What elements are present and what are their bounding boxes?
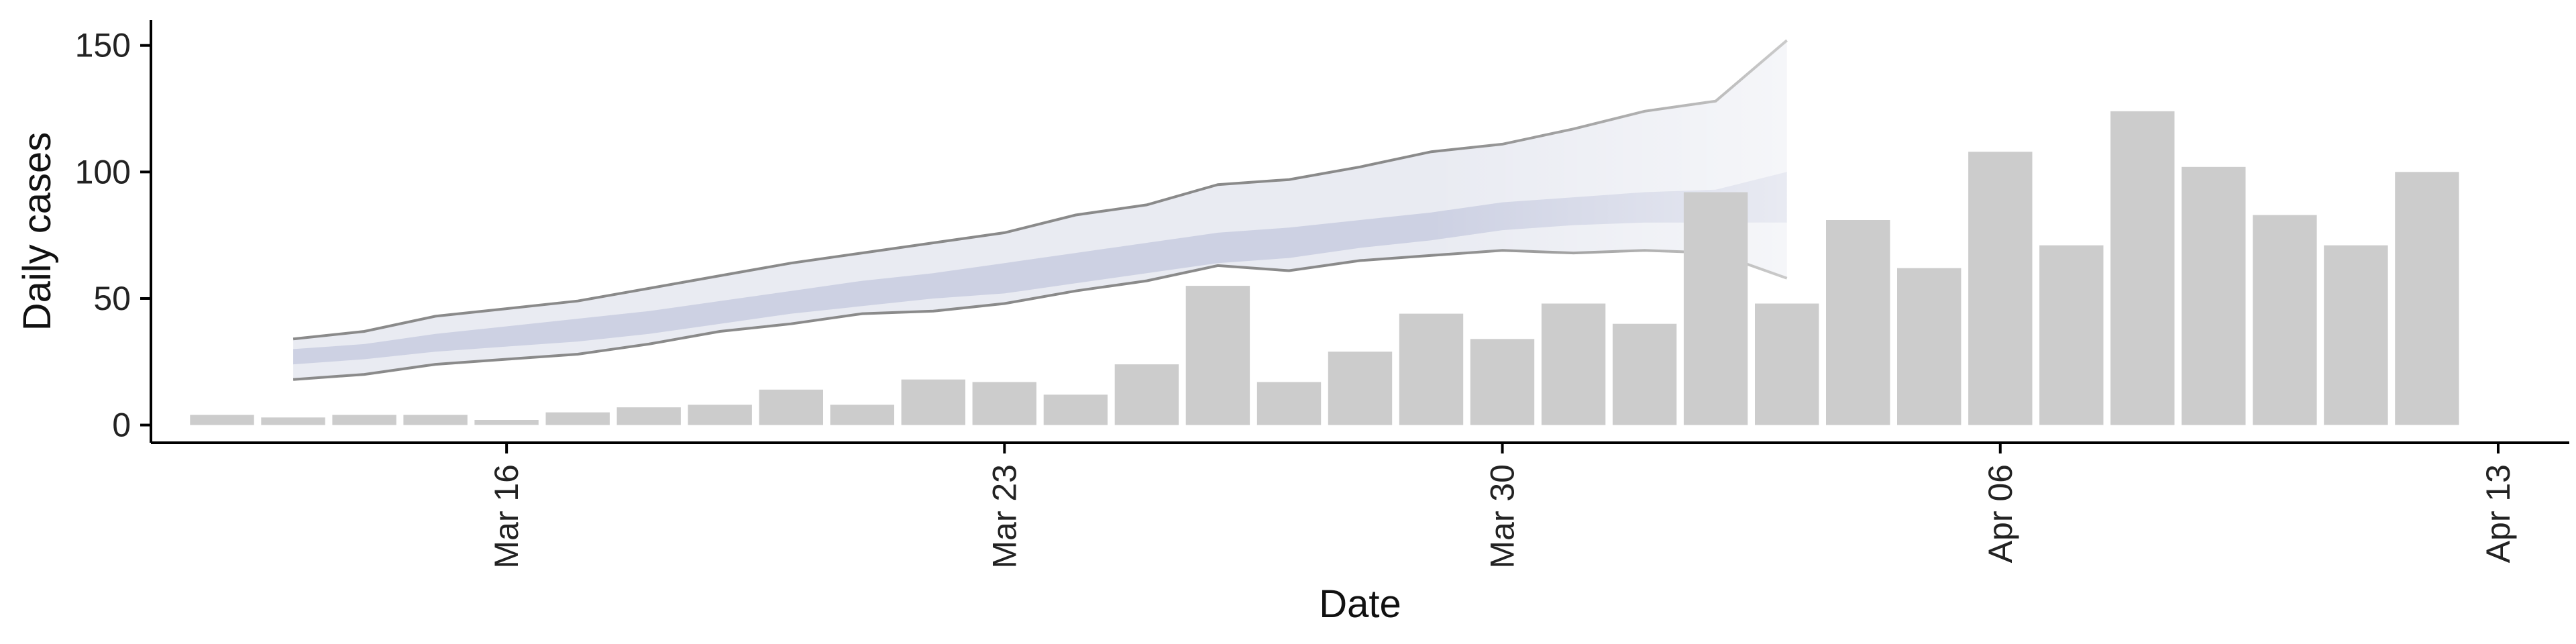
bar-2020-03-15 (403, 415, 468, 425)
x-tick-label-2020-03-16: Mar 16 (488, 464, 525, 569)
forecast-band-50 (293, 172, 1787, 365)
bar-2020-04-03 (1755, 303, 1819, 425)
x-tick-label-2020-04-13: Apr 13 (2479, 464, 2517, 563)
y-tick-label-50: 50 (93, 280, 131, 317)
x-tick-label-2020-03-30: Mar 30 (1484, 464, 1521, 569)
x-tick-label-2020-04-06: Apr 06 (1982, 464, 2019, 563)
bar-2020-04-08 (2110, 111, 2175, 425)
bar-2020-03-25 (1114, 364, 1179, 425)
axis-labels: Date Daily cases (15, 132, 1401, 626)
bar-2020-03-18 (616, 407, 681, 425)
bar-2020-03-28 (1328, 352, 1393, 425)
bar-2020-03-24 (1043, 394, 1108, 425)
y-axis-title: Daily cases (15, 132, 59, 331)
bar-2020-03-30 (1470, 339, 1535, 425)
x-tick-label-2020-03-23: Mar 23 (985, 464, 1023, 569)
bar-2020-04-11 (2324, 245, 2388, 425)
bar-2020-03-19 (688, 405, 752, 425)
bar-2020-04-12 (2395, 172, 2459, 425)
y-tick-label-150: 150 (75, 27, 131, 64)
bar-2020-03-22 (901, 379, 965, 425)
bar-2020-04-02 (1683, 192, 1748, 425)
bar-2020-03-31 (1541, 303, 1606, 425)
bar-2020-03-14 (332, 415, 396, 425)
bar-2020-03-20 (759, 389, 823, 425)
bar-2020-04-06 (1968, 152, 2033, 425)
bar-2020-03-21 (830, 405, 894, 425)
x-axis-title: Date (1319, 582, 1401, 626)
bar-2020-03-16 (474, 420, 539, 425)
bar-2020-03-27 (1256, 382, 1322, 425)
bar-2020-04-05 (1897, 268, 1962, 425)
bar-2020-04-09 (2182, 166, 2246, 425)
forecast-band-90 (293, 40, 1787, 380)
bar-2020-04-10 (2253, 215, 2317, 425)
bar-2020-04-07 (2039, 245, 2104, 425)
bar-2020-03-29 (1399, 313, 1464, 425)
y-tick-label-0: 0 (112, 407, 131, 444)
bar-2020-04-01 (1612, 323, 1677, 425)
bar-2020-03-12 (190, 415, 254, 425)
bar-2020-03-17 (545, 412, 610, 425)
y-tick-label-100: 100 (75, 153, 131, 191)
daily-case-bars (190, 111, 2459, 425)
bar-2020-03-23 (972, 382, 1036, 425)
bar-2020-04-04 (1826, 220, 1890, 425)
chart-axes: 0 50 100 150 Mar 16 Mar 23 Mar 30 Apr 06 Apr 13 (75, 20, 2569, 569)
bar-2020-03-13 (261, 417, 325, 425)
bar-2020-03-26 (1185, 286, 1250, 425)
